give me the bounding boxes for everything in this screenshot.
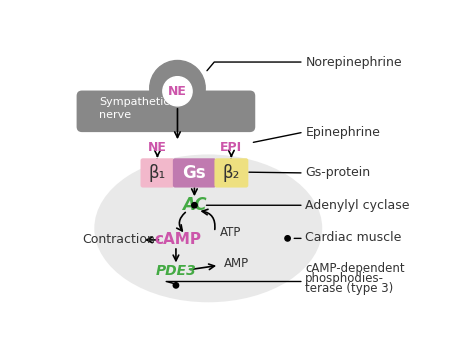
FancyBboxPatch shape — [140, 158, 174, 188]
Text: phosphodies-: phosphodies- — [305, 272, 384, 285]
Text: AMP: AMP — [224, 257, 249, 270]
Text: NE: NE — [168, 85, 187, 98]
Circle shape — [285, 236, 290, 241]
Text: Epinephrine: Epinephrine — [305, 126, 380, 139]
Circle shape — [173, 283, 179, 288]
Text: β₂: β₂ — [223, 164, 240, 182]
Text: Sympathetic
nerve: Sympathetic nerve — [99, 97, 169, 120]
Text: Cardiac muscle: Cardiac muscle — [305, 231, 401, 244]
Text: terase (type 3): terase (type 3) — [305, 282, 393, 295]
Text: EPI: EPI — [220, 141, 242, 154]
FancyBboxPatch shape — [214, 158, 248, 188]
Text: NE: NE — [148, 141, 167, 154]
Circle shape — [163, 77, 192, 106]
Text: ATP: ATP — [220, 227, 241, 240]
Text: Norepinephrine: Norepinephrine — [305, 56, 402, 69]
Text: β₁: β₁ — [149, 164, 166, 182]
Ellipse shape — [94, 154, 322, 302]
Text: PDE3: PDE3 — [155, 265, 196, 278]
Circle shape — [150, 61, 205, 116]
Circle shape — [191, 203, 197, 208]
FancyBboxPatch shape — [173, 158, 216, 188]
Text: cAMP-dependent: cAMP-dependent — [305, 262, 405, 275]
Text: Gs-protein: Gs-protein — [305, 166, 370, 179]
Text: Gs: Gs — [182, 164, 206, 182]
Text: AC: AC — [182, 196, 207, 214]
Text: Contraction: Contraction — [82, 233, 155, 246]
Text: cAMP: cAMP — [155, 232, 202, 248]
FancyBboxPatch shape — [77, 90, 255, 132]
Text: Adenylyl cyclase: Adenylyl cyclase — [305, 199, 410, 212]
